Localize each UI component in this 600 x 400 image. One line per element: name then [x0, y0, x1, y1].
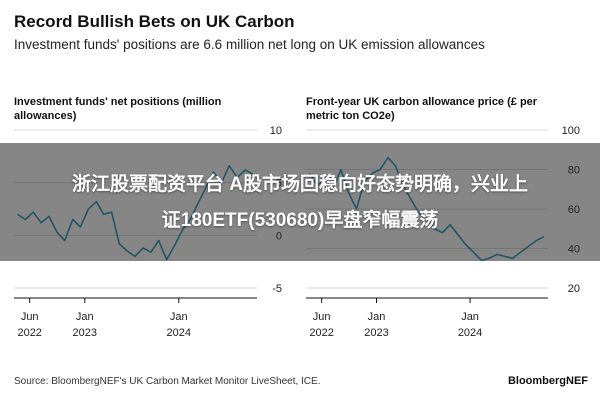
x-tick-label-month: Jan	[76, 311, 94, 323]
y-tick-label: 10	[270, 125, 282, 137]
chart-subtitle: Investment funds' positions are 6.6 mill…	[14, 37, 485, 52]
x-tick-label-month: Jan	[461, 311, 479, 323]
banner-headline-line-2: 证180ETF(530680)早盘窄幅震荡	[161, 210, 439, 231]
right-panel-title: Front-year UK carbon allowance price (£ …	[306, 96, 538, 122]
x-tick-label-month: Jan	[368, 311, 386, 323]
x-tick-label-year: 2024	[458, 327, 482, 339]
x-tick-label-month: Jun	[21, 311, 39, 323]
x-tick-label-month: Jun	[313, 311, 331, 323]
y-tick-label: 100	[562, 125, 580, 137]
y-tick-label: 20	[568, 283, 580, 295]
brand-logo: BloombergNEF	[507, 375, 588, 387]
left-panel-title: Investment funds' net positions (million…	[14, 96, 222, 122]
x-tick-label-year: 2024	[167, 327, 191, 339]
source-note: Source: BloombergNEF's UK Carbon Market …	[14, 376, 321, 387]
x-tick-label-year: 2022	[17, 327, 41, 339]
chart-title: Record Bullish Bets on UK Carbon	[14, 12, 295, 31]
banner-headline-line-1: 浙江股票配资平台 A股市场回稳向好态势明确，兴业上	[71, 174, 528, 195]
x-tick-label-year: 2022	[309, 327, 333, 339]
x-tick-label-year: 2023	[73, 327, 97, 339]
y-tick-label: -5	[272, 283, 282, 295]
x-tick-label-year: 2023	[364, 327, 388, 339]
overlay-banner: 浙江股票配资平台 A股市场回稳向好态势明确，兴业上 证180ETF(530680…	[0, 143, 600, 261]
x-tick-label-month: Jan	[170, 311, 188, 323]
